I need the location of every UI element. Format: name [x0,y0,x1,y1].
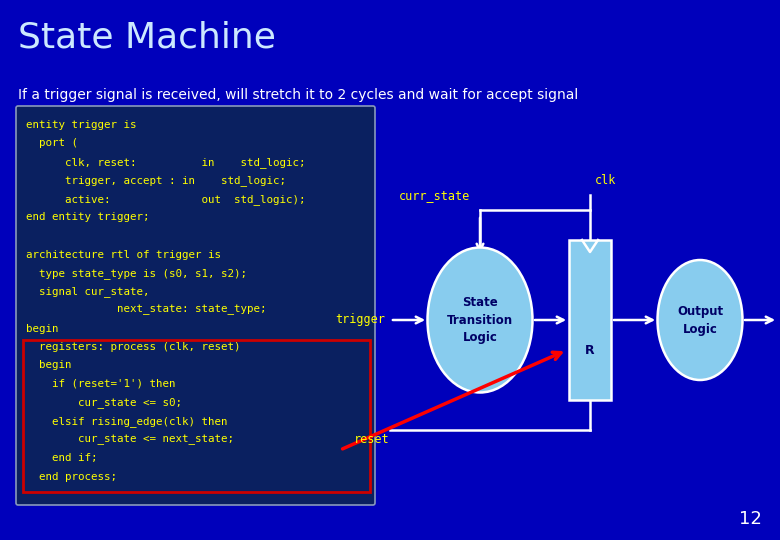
Text: reset: reset [354,433,390,446]
Text: clk: clk [595,174,616,187]
Ellipse shape [658,260,743,380]
Text: R: R [585,343,595,356]
Text: type state_type is (s0, s1, s2);: type state_type is (s0, s1, s2); [26,268,247,279]
Text: cur_state <= next_state;: cur_state <= next_state; [26,435,234,445]
FancyBboxPatch shape [16,106,375,505]
Text: curr_state: curr_state [399,189,470,202]
Text: end entity trigger;: end entity trigger; [26,213,150,222]
Text: clk, reset:          in    std_logic;: clk, reset: in std_logic; [26,157,306,168]
Text: State
Transition
Logic: State Transition Logic [447,295,513,345]
Text: Output
Logic: Output Logic [677,305,723,335]
Text: next_state: state_type;: next_state: state_type; [26,305,267,315]
Text: if (reset='1') then: if (reset='1') then [26,379,176,389]
Text: architecture rtl of trigger is: architecture rtl of trigger is [26,249,221,260]
Bar [23,340,370,492]
Text: registers: process (clk, reset): registers: process (clk, reset) [26,342,240,352]
Text: 12: 12 [739,510,762,528]
Text: trigger: trigger [335,314,385,327]
Text: trigger, accept : in    std_logic;: trigger, accept : in std_logic; [26,176,286,186]
Text: end if;: end if; [26,453,98,463]
Text: State Machine: State Machine [18,21,276,55]
Text: cur_state <= s0;: cur_state <= s0; [26,397,182,408]
Text: end process;: end process; [26,471,117,482]
Ellipse shape [427,247,533,393]
Text: If a trigger signal is received, will stretch it to 2 cycles and wait for accept: If a trigger signal is received, will st… [18,88,578,102]
Text: port (: port ( [26,138,78,149]
Text: signal cur_state,: signal cur_state, [26,287,150,298]
Bar [569,240,611,400]
Text: active:              out  std_logic);: active: out std_logic); [26,194,306,205]
Text: begin: begin [26,323,58,334]
Text: begin: begin [26,361,72,370]
Text: entity trigger is: entity trigger is [26,120,136,130]
Text: elsif rising_edge(clk) then: elsif rising_edge(clk) then [26,416,228,427]
